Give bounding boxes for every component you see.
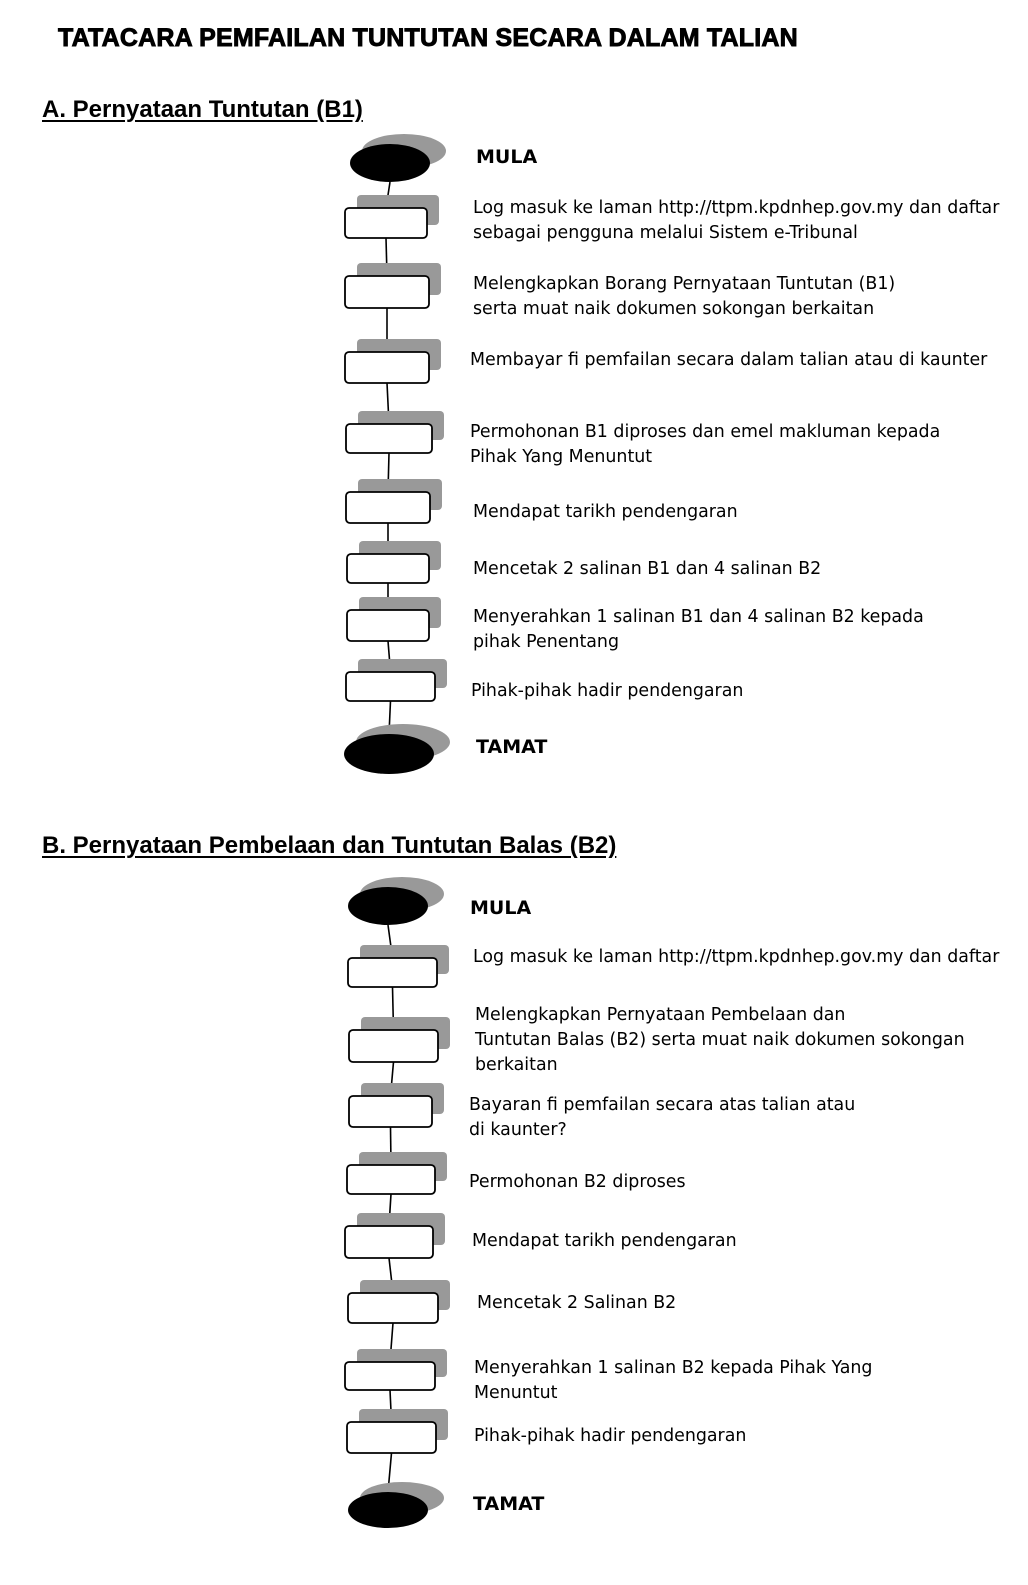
step-label-line: Pihak Yang Menuntut	[470, 447, 653, 467]
end-terminal	[344, 734, 434, 774]
process-box	[345, 423, 433, 454]
process-box	[344, 351, 430, 384]
step-label-line: Membayar fi pemfailan secara dalam talia…	[470, 350, 988, 370]
step-label-line: di kaunter?	[469, 1120, 567, 1140]
end-label: TAMAT	[476, 736, 548, 758]
process-box	[346, 1164, 436, 1195]
step-label: Pihak-pihak hadir pendengaran	[471, 679, 743, 704]
process-box	[346, 553, 430, 584]
step-label-line: Permohonan B1 diproses dan emel makluman…	[470, 422, 941, 442]
step-label: Bayaran fi pemfailan secara atas talian …	[469, 1093, 855, 1143]
step-label-line: sebagai pengguna melalui Sistem e-Tribun…	[473, 223, 858, 243]
process-box	[344, 275, 430, 309]
document-title: TATACARA PEMFAILAN TUNTUTAN SECARA DALAM…	[58, 24, 799, 53]
step-label-line: Menyerahkan 1 salinan B1 dan 4 salinan B…	[473, 607, 924, 627]
process-box	[346, 609, 430, 642]
section-b-heading: B. Pernyataan Pembelaan dan Tuntutan Bal…	[42, 832, 617, 859]
step-label-line: Log masuk ke laman http://ttpm.kpdnhep.g…	[473, 947, 1000, 967]
step-label-line: Mencetak 2 salinan B1 dan 4 salinan B2	[473, 559, 822, 579]
step-label-line: Mendapat tarikh pendengaran	[472, 1231, 737, 1251]
section-a-flowchart	[344, 134, 450, 774]
process-box	[344, 1361, 436, 1391]
step-label: Log masuk ke laman http://ttpm.kpdnhep.g…	[473, 196, 999, 246]
step-label-line: berkaitan	[475, 1055, 558, 1075]
section-a-heading: A. Pernyataan Tuntutan (B1)	[42, 96, 363, 123]
step-label: Mencetak 2 salinan B1 dan 4 salinan B2	[473, 557, 821, 582]
step-label: Membayar fi pemfailan secara dalam talia…	[470, 348, 987, 373]
step-label-line: Pihak-pihak hadir pendengaran	[474, 1426, 747, 1446]
step-label-line: Mencetak 2 Salinan B2	[477, 1293, 677, 1313]
step-label-line: Permohonan B2 diproses	[469, 1172, 686, 1192]
process-box	[345, 671, 436, 702]
step-label-line: Menyerahkan 1 salinan B2 kepada Pihak Ya…	[474, 1358, 873, 1378]
process-box	[348, 1029, 439, 1063]
end-label: TAMAT	[473, 1493, 545, 1515]
step-label: Melengkapkan Pernyataan Pembelaan dan Tun…	[475, 1003, 965, 1078]
start-label: MULA	[470, 897, 532, 919]
start-label: MULA	[476, 146, 538, 168]
step-label: Pihak-pihak hadir pendengaran	[474, 1424, 746, 1449]
process-box	[347, 1292, 439, 1324]
step-label: Menyerahkan 1 salinan B2 kepada Pihak Ya…	[474, 1356, 872, 1406]
step-label: Melengkapkan Borang Pernyataan Tuntutan …	[473, 272, 895, 322]
step-label: Permohonan B1 diproses dan emel makluman…	[470, 420, 940, 470]
step-label: Mendapat tarikh pendengaran	[473, 500, 738, 525]
start-terminal	[348, 887, 428, 925]
step-label: Log masuk ke laman http://ttpm.kpdnhep.g…	[473, 945, 999, 970]
step-label-line: Log masuk ke laman http://ttpm.kpdnhep.g…	[473, 198, 1000, 218]
step-label: Mendapat tarikh pendengaran	[472, 1229, 737, 1254]
step-label-line: Melengkapkan Borang Pernyataan Tuntutan …	[473, 274, 896, 294]
step-label-line: Mendapat tarikh pendengaran	[473, 502, 738, 522]
process-box	[344, 207, 428, 239]
process-box	[346, 1421, 437, 1454]
step-label-line: Tuntutan Balas (B2) serta muat naik doku…	[475, 1030, 965, 1050]
step-label-line: Bayaran fi pemfailan secara atas talian …	[469, 1095, 856, 1115]
process-box	[344, 1225, 434, 1259]
step-label-line: serta muat naik dokumen sokongan berkait…	[473, 299, 875, 319]
step-label-line: pihak Penentang	[473, 632, 619, 652]
step-label-line: Melengkapkan Pernyataan Pembelaan dan	[475, 1005, 846, 1025]
step-label: Menyerahkan 1 salinan B1 dan 4 salinan B…	[473, 605, 924, 655]
step-label: Permohonan B2 diproses	[469, 1170, 686, 1195]
start-terminal	[350, 144, 430, 182]
step-label: Mencetak 2 Salinan B2	[477, 1291, 676, 1316]
process-box	[345, 491, 431, 524]
section-b-flowchart	[344, 877, 450, 1528]
process-box	[348, 1095, 433, 1128]
end-terminal	[348, 1492, 428, 1528]
step-label-line: Pihak-pihak hadir pendengaran	[471, 681, 744, 701]
process-box	[347, 957, 438, 988]
step-label-line: Menuntut	[474, 1383, 558, 1403]
